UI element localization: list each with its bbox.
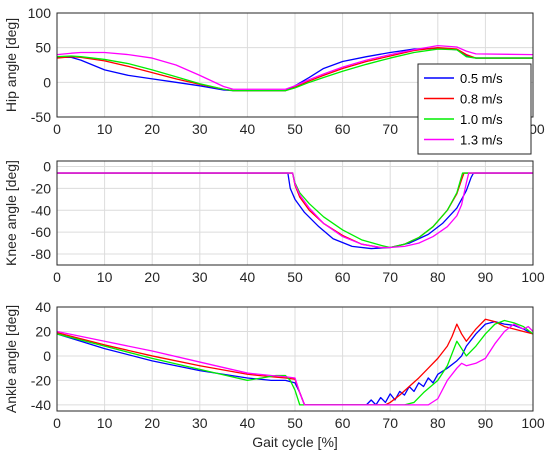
y-axis-label: Ankle angle [deg]: [3, 305, 19, 413]
x-tick-label: 0: [53, 269, 61, 285]
series-line-0-8-m-s: [57, 318, 533, 406]
x-tick-label: 20: [144, 121, 160, 137]
x-tick-label: 100: [521, 269, 545, 285]
y-tick-label: -20: [31, 180, 51, 196]
y-tick-label: 20: [35, 323, 51, 339]
legend-entry: 0.8 m/s: [460, 92, 503, 107]
x-tick-label: 70: [382, 121, 398, 137]
y-axis-label: Knee angle [deg]: [3, 160, 19, 266]
x-axis-label: Gait cycle [%]: [252, 434, 338, 450]
x-tick-label: 60: [335, 415, 351, 431]
y-tick-label: -20: [31, 372, 51, 388]
x-tick-label: 60: [335, 121, 351, 137]
x-tick-label: 50: [287, 415, 303, 431]
y-tick-label: 0: [43, 348, 51, 364]
legend: 0.5 m/s 0.8 m/s 1.0 m/s 1.3 m/s: [417, 63, 532, 155]
subplot-3: 0 10 20 30 40 50 60 70 80 90 100 40 20 0 -20 -40 Ankle a…: [3, 299, 545, 450]
y-tick-label: 0: [43, 158, 51, 174]
x-tick-label: 40: [240, 415, 256, 431]
x-tick-label: 20: [144, 269, 160, 285]
axes-frame: [56, 12, 534, 118]
series-line-1-0-m-s: [57, 172, 533, 249]
y-tick-label: 100: [28, 5, 52, 21]
x-tick-label: 0: [53, 415, 61, 431]
x-tick-label: 30: [192, 415, 208, 431]
x-tick-label: 10: [97, 415, 113, 431]
x-tick-label: 80: [430, 269, 446, 285]
y-tick-label: 40: [35, 299, 51, 315]
x-tick-label: 40: [240, 269, 256, 285]
x-tick-label: 10: [97, 121, 113, 137]
subplot-2: 0 10 20 30 40 50 60 70 80 90 100 0 -20 -40 -60 -80 Knee …: [3, 158, 545, 285]
series-line-1-3-m-s: [57, 172, 533, 249]
x-tick-label: 80: [430, 415, 446, 431]
x-tick-label: 70: [382, 415, 398, 431]
y-tick-label: -80: [31, 246, 51, 262]
x-tick-label: 30: [192, 121, 208, 137]
x-tick-label: 90: [478, 269, 494, 285]
x-tick-label: 70: [382, 269, 398, 285]
x-tick-label: 60: [335, 269, 351, 285]
legend-entry: 0.5 m/s: [460, 71, 503, 86]
axes-frame: [56, 306, 534, 412]
y-tick-label: 50: [35, 40, 51, 56]
x-tick-label: 20: [144, 415, 160, 431]
series-line-1-3-m-s: [57, 44, 533, 90]
series-group: [57, 172, 533, 250]
x-tick-label: 50: [287, 269, 303, 285]
y-tick-label: -40: [31, 397, 51, 413]
x-tick-label: 10: [97, 269, 113, 285]
x-tick-label: 50: [287, 121, 303, 137]
series-group: [57, 318, 533, 406]
series-line-0-5-m-s: [57, 321, 533, 406]
x-tick-label: 30: [192, 269, 208, 285]
x-tick-label: 90: [478, 415, 494, 431]
x-tick-label: 100: [521, 415, 545, 431]
y-tick-label: -50: [31, 109, 51, 125]
x-tick-label: 0: [53, 121, 61, 137]
series-group: [57, 44, 533, 92]
x-tick-label: 40: [240, 121, 256, 137]
y-tick-label: 0: [43, 74, 51, 90]
y-axis-label: Hip angle [deg]: [3, 18, 19, 112]
legend-entry: 1.3 m/s: [460, 133, 503, 148]
y-tick-label: -60: [31, 224, 51, 240]
legend-entry: 1.0 m/s: [460, 112, 503, 127]
y-tick-label: -40: [31, 202, 51, 218]
axes-frame: [56, 160, 534, 266]
series-line-1-0-m-s: [57, 48, 533, 92]
series-line-1-3-m-s: [57, 323, 533, 406]
